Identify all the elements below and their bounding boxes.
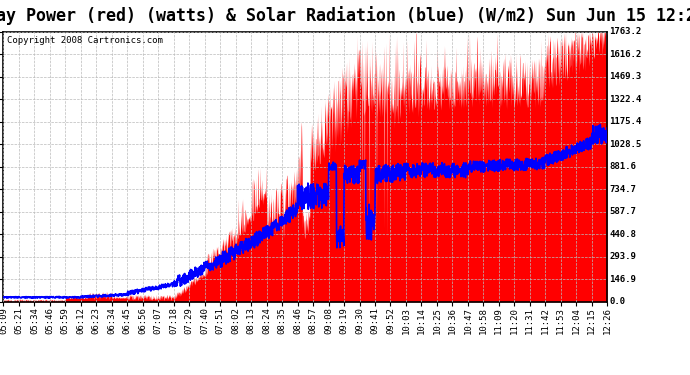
Text: 734.7: 734.7	[609, 185, 636, 194]
Text: Copyright 2008 Cartronics.com: Copyright 2008 Cartronics.com	[7, 36, 163, 45]
Text: 587.7: 587.7	[609, 207, 636, 216]
Text: 0.0: 0.0	[609, 297, 625, 306]
Text: 1469.3: 1469.3	[609, 72, 642, 81]
Text: 1763.2: 1763.2	[609, 27, 642, 36]
Text: 146.9: 146.9	[609, 275, 636, 284]
Text: 1028.5: 1028.5	[609, 140, 642, 149]
Text: 293.9: 293.9	[609, 252, 636, 261]
Text: 440.8: 440.8	[609, 230, 636, 239]
Text: East Array Power (red) (watts) & Solar Radiation (blue) (W/m2) Sun Jun 15 12:29: East Array Power (red) (watts) & Solar R…	[0, 6, 690, 25]
Text: 1616.2: 1616.2	[609, 50, 642, 59]
Text: 1322.4: 1322.4	[609, 95, 642, 104]
Text: 881.6: 881.6	[609, 162, 636, 171]
Text: 1175.4: 1175.4	[609, 117, 642, 126]
